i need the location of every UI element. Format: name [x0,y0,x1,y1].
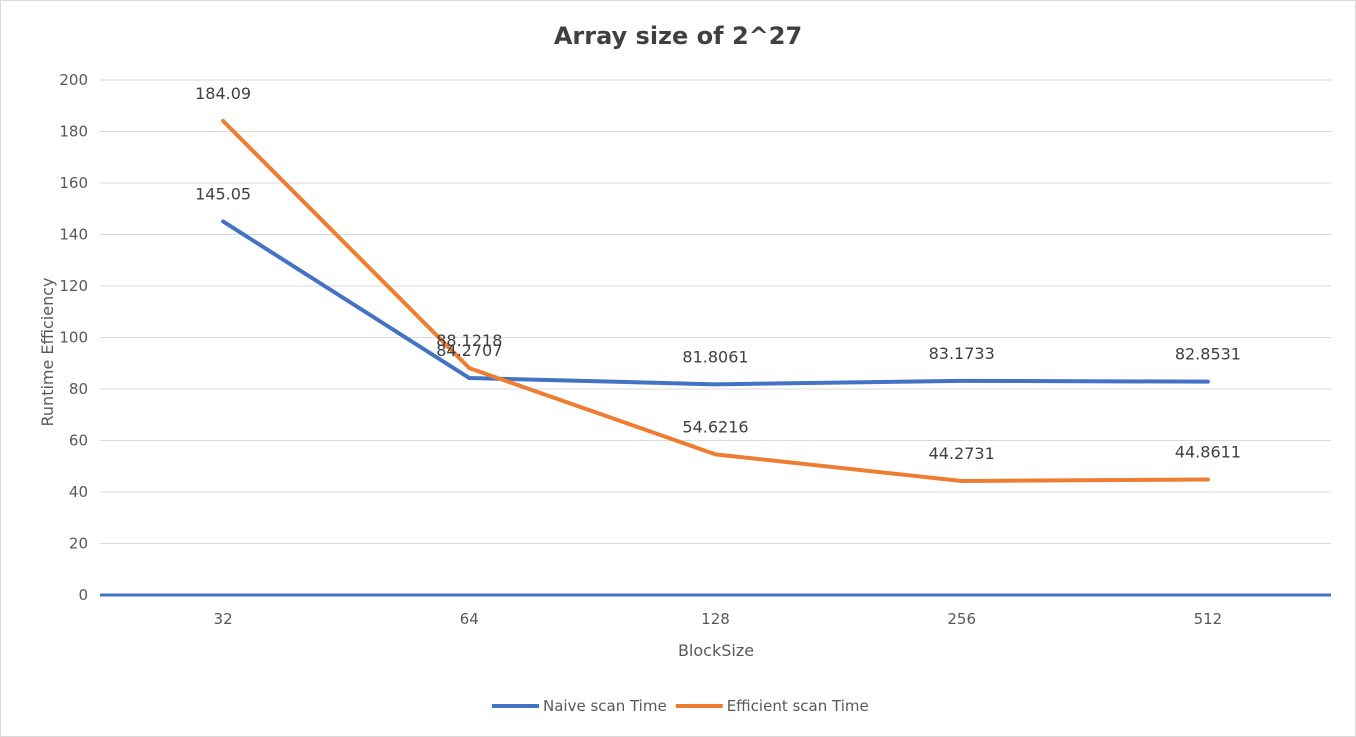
data-label: 88.1218 [436,331,502,350]
data-label: 84.2707 [436,341,502,360]
y-tick-label: 200 [59,71,88,89]
y-tick-label: 20 [69,535,88,553]
y-axis-title: Runtime Efficiency [38,278,57,427]
y-tick-label: 160 [59,174,88,192]
data-label: 44.2731 [929,444,995,463]
data-label: 184.09 [195,84,251,103]
x-tick-label: 32 [214,610,233,628]
x-tick-label: 64 [460,610,479,628]
y-tick-label: 100 [59,329,88,347]
y-tick-label: 0 [78,586,88,604]
y-tick-label: 80 [69,380,88,398]
data-label: 44.8611 [1175,442,1241,461]
y-tick-label: 140 [59,226,88,244]
data-label: 82.8531 [1175,345,1241,364]
y-tick-label: 120 [59,277,88,295]
series-lines [221,118,1210,483]
x-axis-title: BlockSize [678,641,754,660]
y-tick-label: 180 [59,123,88,141]
legend: Naive scan Time Efficient scan Time [492,697,869,715]
data-label: 145.05 [195,184,251,203]
x-tick-label: 128 [701,610,730,628]
x-tick-label: 512 [1194,610,1223,628]
data-label: 81.8061 [682,347,748,366]
data-labels: 145.05 84.2707 81.8061 83.1733 82.8531 184.09… [195,84,1241,463]
y-axis-ticks: 0 20 40 60 80 100 120 140 160 180 200 [59,71,88,604]
legend-label: Naive scan Time [543,697,667,715]
data-label: 83.1733 [929,344,995,363]
chart-title: Array size of 2^27 [554,22,802,50]
grid-lines [100,79,1331,544]
x-tick-label: 256 [947,610,976,628]
x-axis-ticks: 32 64 128 256 512 [214,610,1223,628]
data-label: 54.6216 [682,417,748,436]
y-tick-label: 60 [69,432,88,450]
y-tick-label: 40 [69,483,88,501]
legend-label: Efficient scan Time [727,697,869,715]
